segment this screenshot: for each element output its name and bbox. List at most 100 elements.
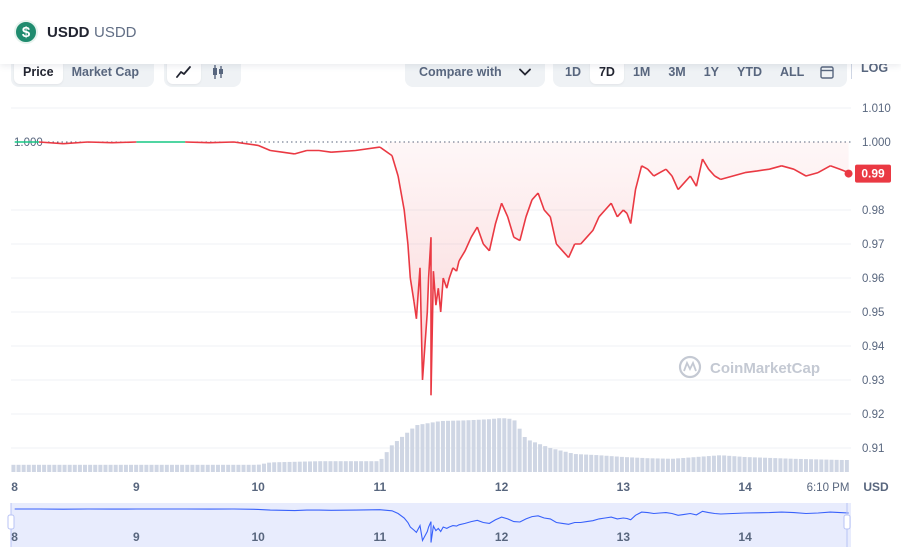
volume-bar <box>302 461 307 472</box>
volume-bar <box>717 455 722 472</box>
volume-bar <box>757 457 762 472</box>
volume-bar <box>538 444 543 472</box>
volume-bar <box>241 464 246 472</box>
calendar-icon <box>820 65 835 79</box>
volume-bar <box>793 458 798 472</box>
volume-bar <box>374 461 379 472</box>
volume-bar <box>195 464 200 472</box>
volume-bar <box>614 456 619 472</box>
volume-bars <box>11 418 849 472</box>
volume-bar <box>180 464 185 472</box>
volume-bar <box>497 418 502 472</box>
volume-bar <box>543 446 548 472</box>
volume-bar <box>83 464 88 472</box>
tab-market-cap[interactable]: Market Cap <box>71 64 139 79</box>
volume-bar <box>604 455 609 472</box>
y-tick-label: 0.92 <box>862 409 884 421</box>
navigator-tick-label: 8 <box>11 530 18 544</box>
volume-bar <box>77 464 82 472</box>
coinmarketcap-logo-icon <box>678 355 702 379</box>
volume-bar <box>660 458 665 472</box>
volume-bar <box>584 454 589 472</box>
y-tick-label: 0.98 <box>862 205 884 217</box>
volume-bar <box>154 464 159 472</box>
volume-bar <box>236 464 241 472</box>
volume-bar <box>394 441 399 472</box>
x-tick-label: 11 <box>374 480 387 494</box>
volume-bar <box>502 418 507 472</box>
line-chart-icon <box>176 65 191 78</box>
volume-bar <box>129 464 134 472</box>
volume-bar <box>640 457 645 472</box>
volume-bar <box>563 451 568 472</box>
y-tick-label: 1.010 <box>862 103 891 115</box>
log-scale-button[interactable]: LOG <box>861 61 889 75</box>
range-1d[interactable]: 1D <box>565 64 581 79</box>
volume-bar <box>88 464 93 472</box>
volume-bar <box>824 459 829 472</box>
volume-bar <box>118 464 123 472</box>
volume-bar <box>763 457 768 472</box>
volume-bar <box>185 464 190 472</box>
volume-bar <box>788 458 793 472</box>
volume-bar <box>261 463 266 472</box>
y-tick-label: 1.000 <box>862 137 891 149</box>
volume-bar <box>655 458 660 472</box>
volume-bar <box>701 456 706 472</box>
volume-bar <box>11 464 16 472</box>
volume-bar <box>144 464 149 472</box>
volume-bar <box>578 454 583 472</box>
range-1m[interactable]: 1M <box>632 64 651 79</box>
volume-bar <box>251 464 256 472</box>
range-navigator[interactable]: 8 9 10 11 12 13 14 <box>7 503 851 547</box>
volume-bar <box>691 457 696 472</box>
y-tick-label: 0.91 <box>862 443 884 455</box>
range-1y[interactable]: 1Y <box>703 64 720 79</box>
volume-bar <box>200 464 205 472</box>
volume-bar <box>52 464 57 472</box>
volume-bar <box>297 461 302 472</box>
candlestick-button[interactable] <box>201 59 235 84</box>
volume-bar <box>405 432 410 472</box>
volume-bar <box>834 459 839 472</box>
current-price-dot <box>844 169 853 178</box>
current-price-label: 0.99 <box>861 167 885 181</box>
range-3m[interactable]: 3M <box>668 64 686 79</box>
volume-bar <box>517 428 522 472</box>
reference-label: 1.000 <box>14 137 43 149</box>
volume-bar <box>773 458 778 472</box>
volume-bar <box>594 455 599 472</box>
volume-bar <box>451 420 456 472</box>
volume-bar <box>742 456 747 472</box>
x-tick-label: 12 <box>495 480 509 494</box>
coin-name: USDD <box>47 24 90 41</box>
volume-bar <box>210 464 215 472</box>
volume-bar <box>829 459 834 472</box>
calendar-button[interactable] <box>813 59 841 84</box>
volume-bar <box>31 464 36 472</box>
volume-bar <box>410 428 415 472</box>
volume-bar <box>819 459 824 472</box>
volume-bar <box>752 457 757 472</box>
volume-bar <box>282 462 287 472</box>
range-ytd[interactable]: YTD <box>737 64 763 79</box>
volume-bar <box>486 419 491 472</box>
volume-bar <box>57 464 62 472</box>
x-tick-label: 13 <box>617 480 631 494</box>
navigator-tick-label: 14 <box>738 530 752 544</box>
volume-bar <box>512 420 517 472</box>
volume-bar <box>768 457 773 472</box>
volume-bar <box>134 464 139 472</box>
x-tick-label: 10 <box>251 480 265 494</box>
volume-bar <box>359 461 364 472</box>
volume-bar <box>686 457 691 472</box>
price-line-down <box>38 141 849 396</box>
navigator-tick-label: 10 <box>251 530 265 544</box>
volume-bar <box>706 456 711 472</box>
coinmarketcap-logo-mark <box>683 360 697 372</box>
range-all[interactable]: ALL <box>780 64 805 79</box>
volume-bar <box>16 464 21 472</box>
volume-bar <box>103 464 108 472</box>
y-axis: 1.010 1.000 0.98 0.97 0.96 0.95 0.94 0.93 0.92 0.… <box>14 103 891 455</box>
volume-bar <box>798 458 803 472</box>
